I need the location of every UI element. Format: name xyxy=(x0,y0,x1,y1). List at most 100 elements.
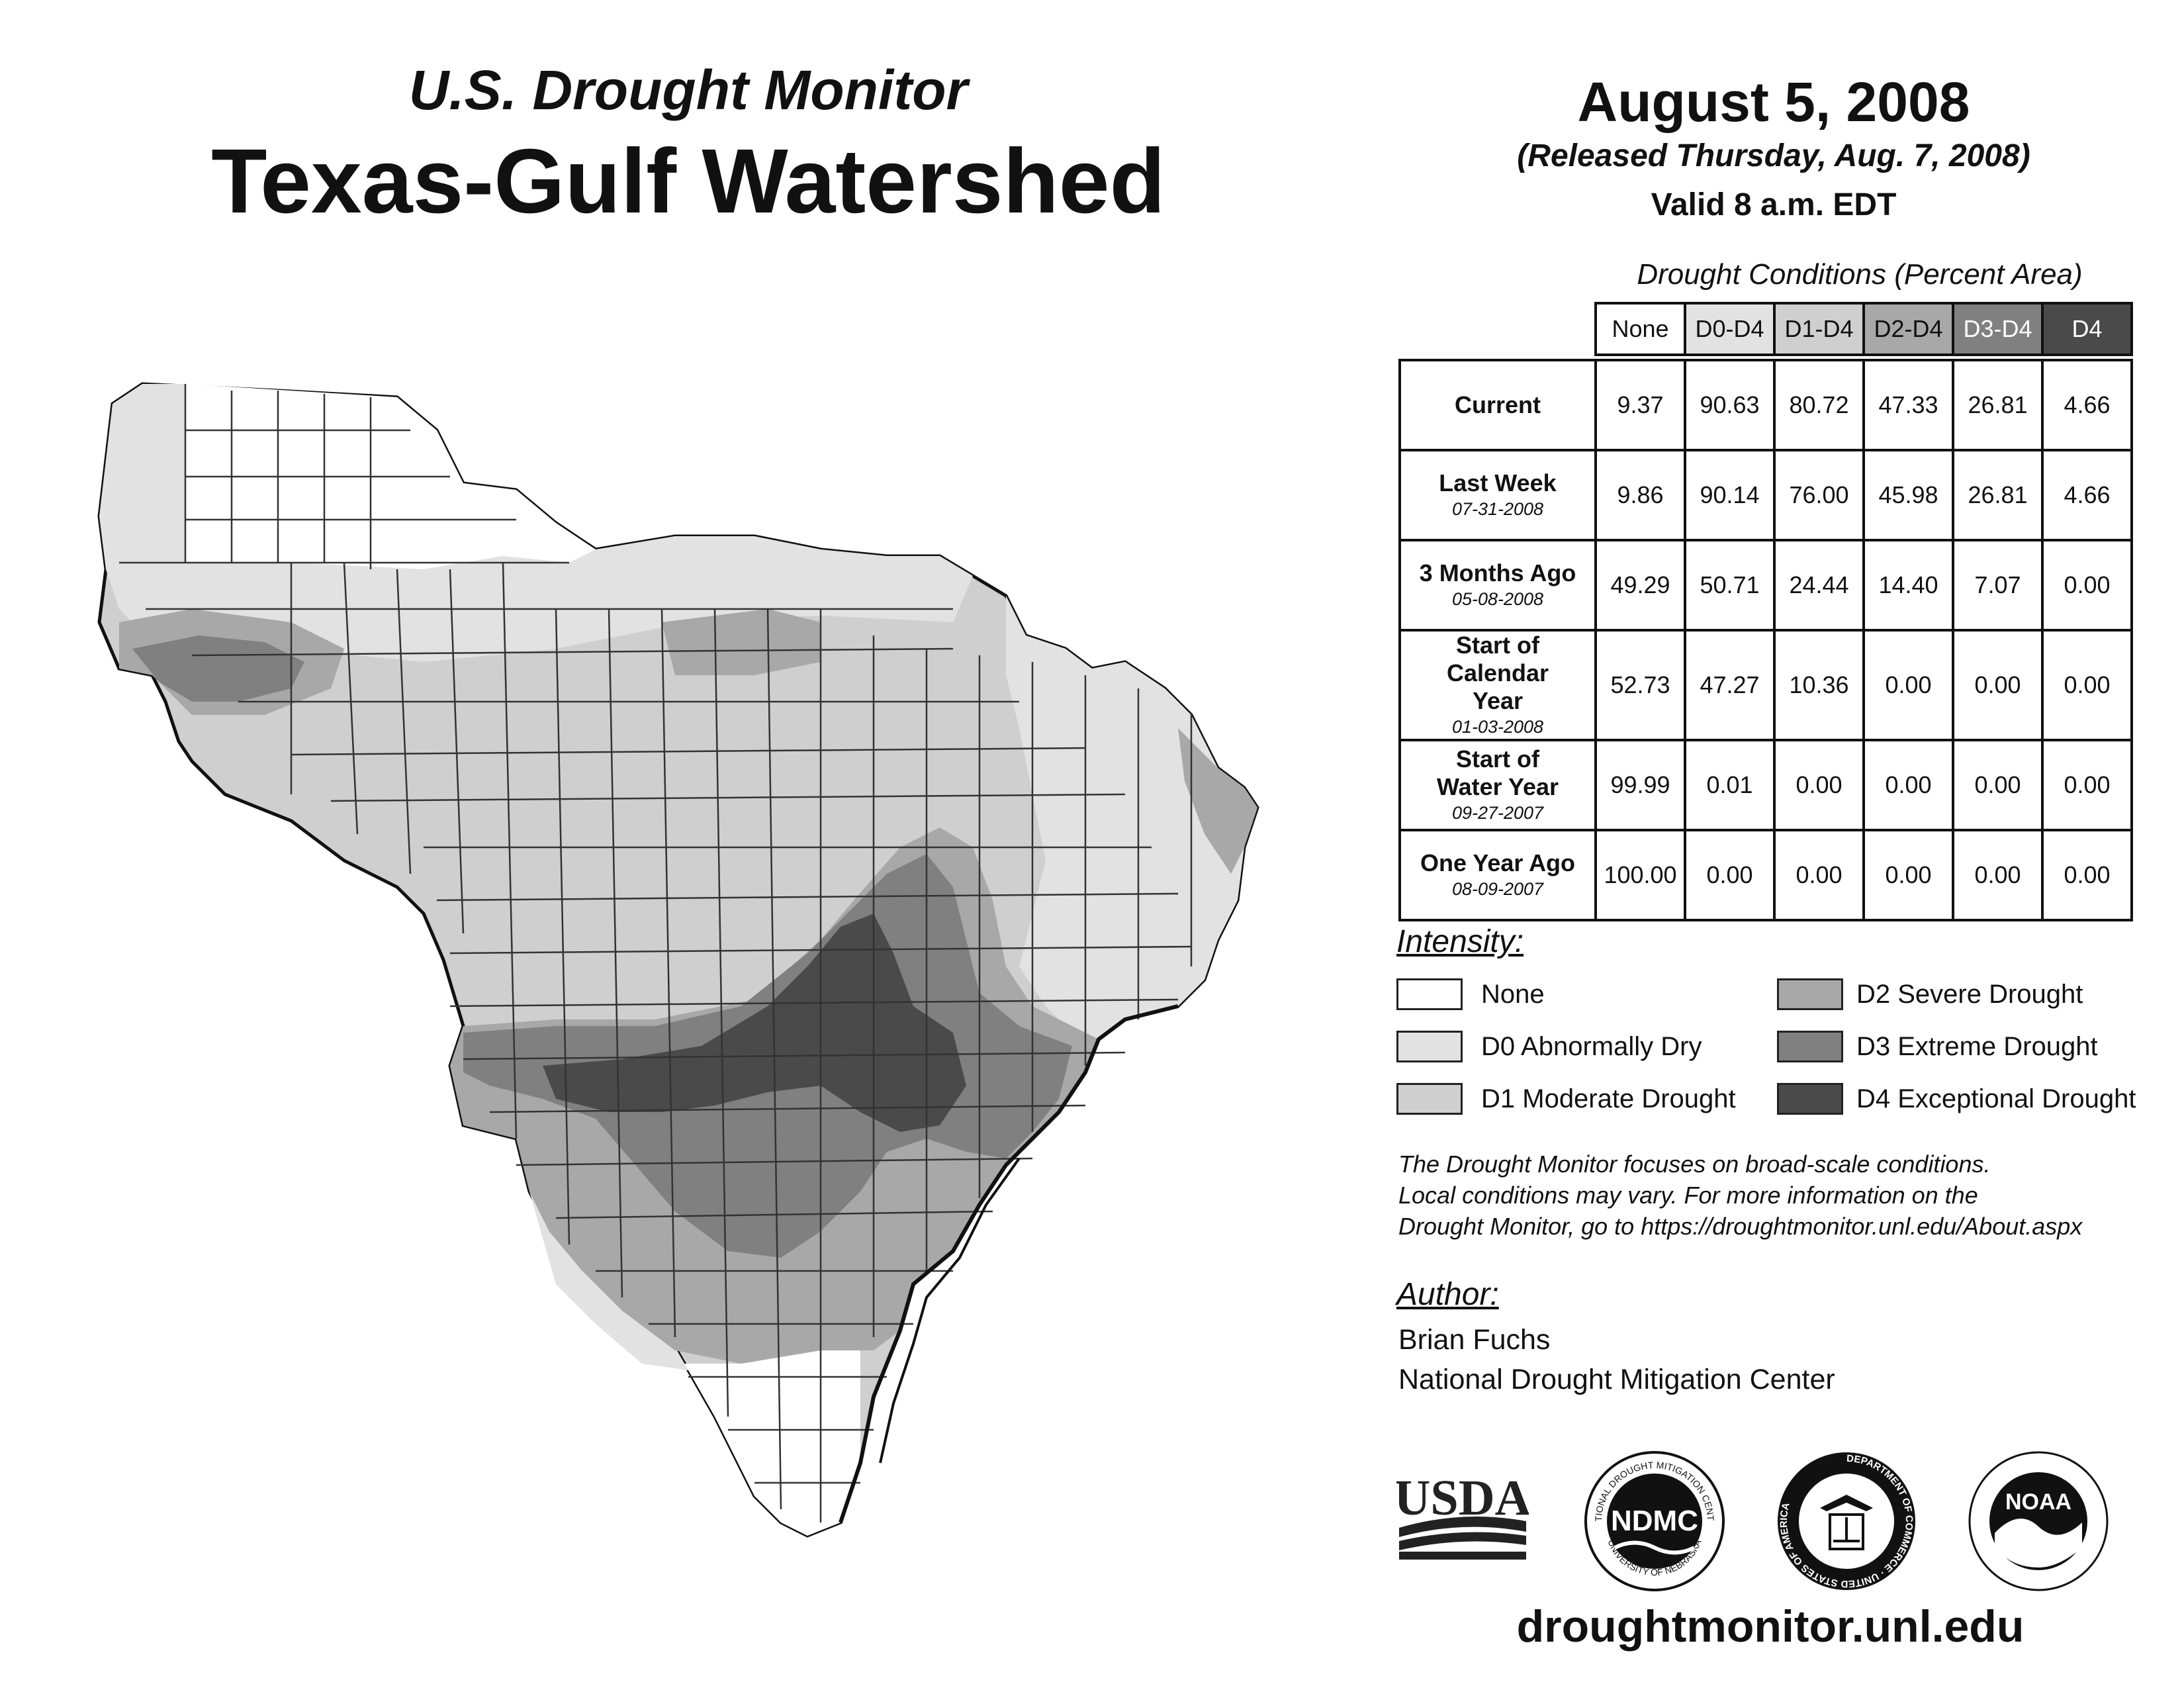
col-header-d3-d4: D3-D4 xyxy=(1952,302,2044,356)
table-cell: 0.00 xyxy=(2041,739,2133,831)
author-organization: National Drought Mitigation Center xyxy=(1398,1364,1835,1395)
coastline xyxy=(839,1004,1179,1523)
table-cell: 49.29 xyxy=(1594,539,1686,632)
watershed-map xyxy=(97,382,1259,1538)
col-header-none: None xyxy=(1594,302,1686,356)
noaa-logo: NOAA xyxy=(1968,1451,2109,1591)
row-label-text: 3 Months Ago xyxy=(1419,559,1576,586)
table-cell: 10.36 xyxy=(1773,629,1865,741)
d0-region-north xyxy=(99,384,973,662)
table-cell: 9.86 xyxy=(1594,449,1686,541)
legend-label-none: None xyxy=(1481,980,1545,1009)
table-cell: 4.66 xyxy=(2041,449,2133,541)
col-header-d0-d4: D0-D4 xyxy=(1684,302,1776,356)
row-date: 05-08-2008 xyxy=(1451,589,1544,609)
row-label: One Year Ago 08-09-2007 xyxy=(1398,829,1597,921)
table-cell: 0.01 xyxy=(1684,739,1776,831)
legend-swatch-d3 xyxy=(1777,1031,1843,1062)
table-cell: 100.00 xyxy=(1594,829,1686,921)
legend-swatch-none xyxy=(1396,978,1463,1010)
valid-time: Valid 8 a.m. EDT xyxy=(1651,187,1897,222)
table-row-start-water-year: Start of Water Year 09-27-2007 99.99 0.01… xyxy=(1398,739,2133,831)
row-label-text: Last Week xyxy=(1439,469,1557,496)
table-cell: 0.00 xyxy=(1862,829,1954,921)
table-cell: 47.33 xyxy=(1862,359,1954,451)
table-cell: 0.00 xyxy=(1773,829,1865,921)
table-cell: 0.00 xyxy=(1952,739,2044,831)
commerce-logo: DEPARTMENT OF COMMERCE · UNITED STATES O… xyxy=(1778,1452,1915,1590)
row-label-text: Current xyxy=(1454,391,1541,418)
author-title: Author: xyxy=(1396,1277,1499,1312)
legend-swatch-d1 xyxy=(1396,1083,1463,1115)
table-cell: 7.07 xyxy=(1952,539,2044,632)
table-cell: 52.73 xyxy=(1594,629,1686,741)
row-date: 01-03-2008 xyxy=(1451,717,1544,737)
d3-region-northwest xyxy=(132,635,304,702)
table-cell: 99.99 xyxy=(1594,739,1686,831)
table-caption: Drought Conditions (Percent Area) xyxy=(1637,258,2083,291)
row-date: 07-31-2008 xyxy=(1451,499,1544,519)
table-cell: 9.37 xyxy=(1594,359,1686,451)
ndmc-logo-text: NDMC xyxy=(1611,1505,1698,1537)
table-row-one-year-ago: One Year Ago 08-09-2007 100.00 0.00 0.00 … xyxy=(1398,829,2133,921)
d2-region-north xyxy=(662,609,821,675)
table-cell: 90.14 xyxy=(1684,449,1776,541)
table-cell: 0.00 xyxy=(1684,829,1776,921)
table-cell: 76.00 xyxy=(1773,449,1865,541)
disclaimer-line: Drought Monitor, go to https://droughtmo… xyxy=(1398,1213,2083,1240)
table-cell: 47.27 xyxy=(1684,629,1776,741)
d4-region xyxy=(543,914,966,1132)
row-label-text: Start of Calendar Year xyxy=(1446,632,1549,714)
table-cell: 14.40 xyxy=(1862,539,1954,632)
website-url[interactable]: droughtmonitor.unl.edu xyxy=(1516,1601,2025,1652)
header-blank-cell xyxy=(1400,303,1596,355)
legend-swatch-d0 xyxy=(1396,1031,1463,1062)
table-cell: 90.63 xyxy=(1684,359,1776,451)
table-cell: 0.00 xyxy=(2041,829,2133,921)
row-label-text: Start of Water Year xyxy=(1436,745,1559,800)
map-title: Texas-Gulf Watershed xyxy=(211,130,1165,232)
row-label: 3 Months Ago 05-08-2008 xyxy=(1398,539,1597,632)
author-name: Brian Fuchs xyxy=(1398,1324,1551,1356)
col-header-d1-d4: D1-D4 xyxy=(1773,302,1865,356)
legend-label-d0: D0 Abnormally Dry xyxy=(1481,1032,1702,1061)
table-cell: 45.98 xyxy=(1862,449,1954,541)
legend-label-d2: D2 Severe Drought xyxy=(1856,980,2083,1009)
table-row-last-week: Last Week 07-31-2008 9.86 90.14 76.00 45.… xyxy=(1398,449,2133,541)
row-label: Last Week 07-31-2008 xyxy=(1398,449,1597,541)
col-header-d4: D4 xyxy=(2041,302,2133,356)
row-label: Current xyxy=(1398,359,1597,451)
row-date: 08-09-2007 xyxy=(1451,879,1544,899)
usda-logo: USDA xyxy=(1396,1470,1529,1560)
table-cell: 0.00 xyxy=(1952,629,2044,741)
county-boundaries xyxy=(119,384,1193,1523)
none-region-south xyxy=(642,1344,860,1536)
legend-swatch-d2 xyxy=(1777,978,1843,1010)
row-label-text: One Year Ago xyxy=(1420,849,1576,876)
valid-date: August 5, 2008 xyxy=(1577,71,1970,133)
table-cell: 0.00 xyxy=(1862,629,1954,741)
legend-label-d1: D1 Moderate Drought xyxy=(1481,1084,1736,1113)
drought-conditions-table: None D0-D4 D1-D4 D2-D4 D3-D4 D4 Current … xyxy=(1398,302,2133,921)
map-subtitle: U.S. Drought Monitor xyxy=(408,59,968,121)
release-date: (Released Thursday, Aug. 7, 2008) xyxy=(1517,138,2030,173)
d0-region-east xyxy=(1006,596,1257,1039)
table-row-3-months-ago: 3 Months Ago 05-08-2008 49.29 50.71 24.44… xyxy=(1398,539,2133,632)
disclaimer-line: Local conditions may vary. For more info… xyxy=(1398,1182,1978,1209)
table-row-start-calendar-year: Start of Calendar Year 01-03-2008 52.73 4… xyxy=(1398,629,2133,741)
table-row-current: Current 9.37 90.63 80.72 47.33 26.81 4.6… xyxy=(1398,359,2133,451)
table-gap xyxy=(1400,355,2132,360)
usda-logo-text: USDA xyxy=(1396,1470,1529,1526)
table-cell: 0.00 xyxy=(1773,739,1865,831)
col-header-d2-d4: D2-D4 xyxy=(1862,302,1954,356)
legend-label-d3: D3 Extreme Drought xyxy=(1856,1032,2098,1061)
table-cell: 0.00 xyxy=(1862,739,1954,831)
table-cell: 0.00 xyxy=(2041,629,2133,741)
table-cell: 50.71 xyxy=(1684,539,1776,632)
noaa-logo-text: NOAA xyxy=(2005,1489,2071,1515)
table-cell: 4.66 xyxy=(2041,359,2133,451)
row-label: Start of Water Year 09-27-2007 xyxy=(1398,739,1597,831)
table-cell: 0.00 xyxy=(1952,829,2044,921)
barrier-island xyxy=(879,1157,1021,1464)
table-cell: 26.81 xyxy=(1952,449,2044,541)
